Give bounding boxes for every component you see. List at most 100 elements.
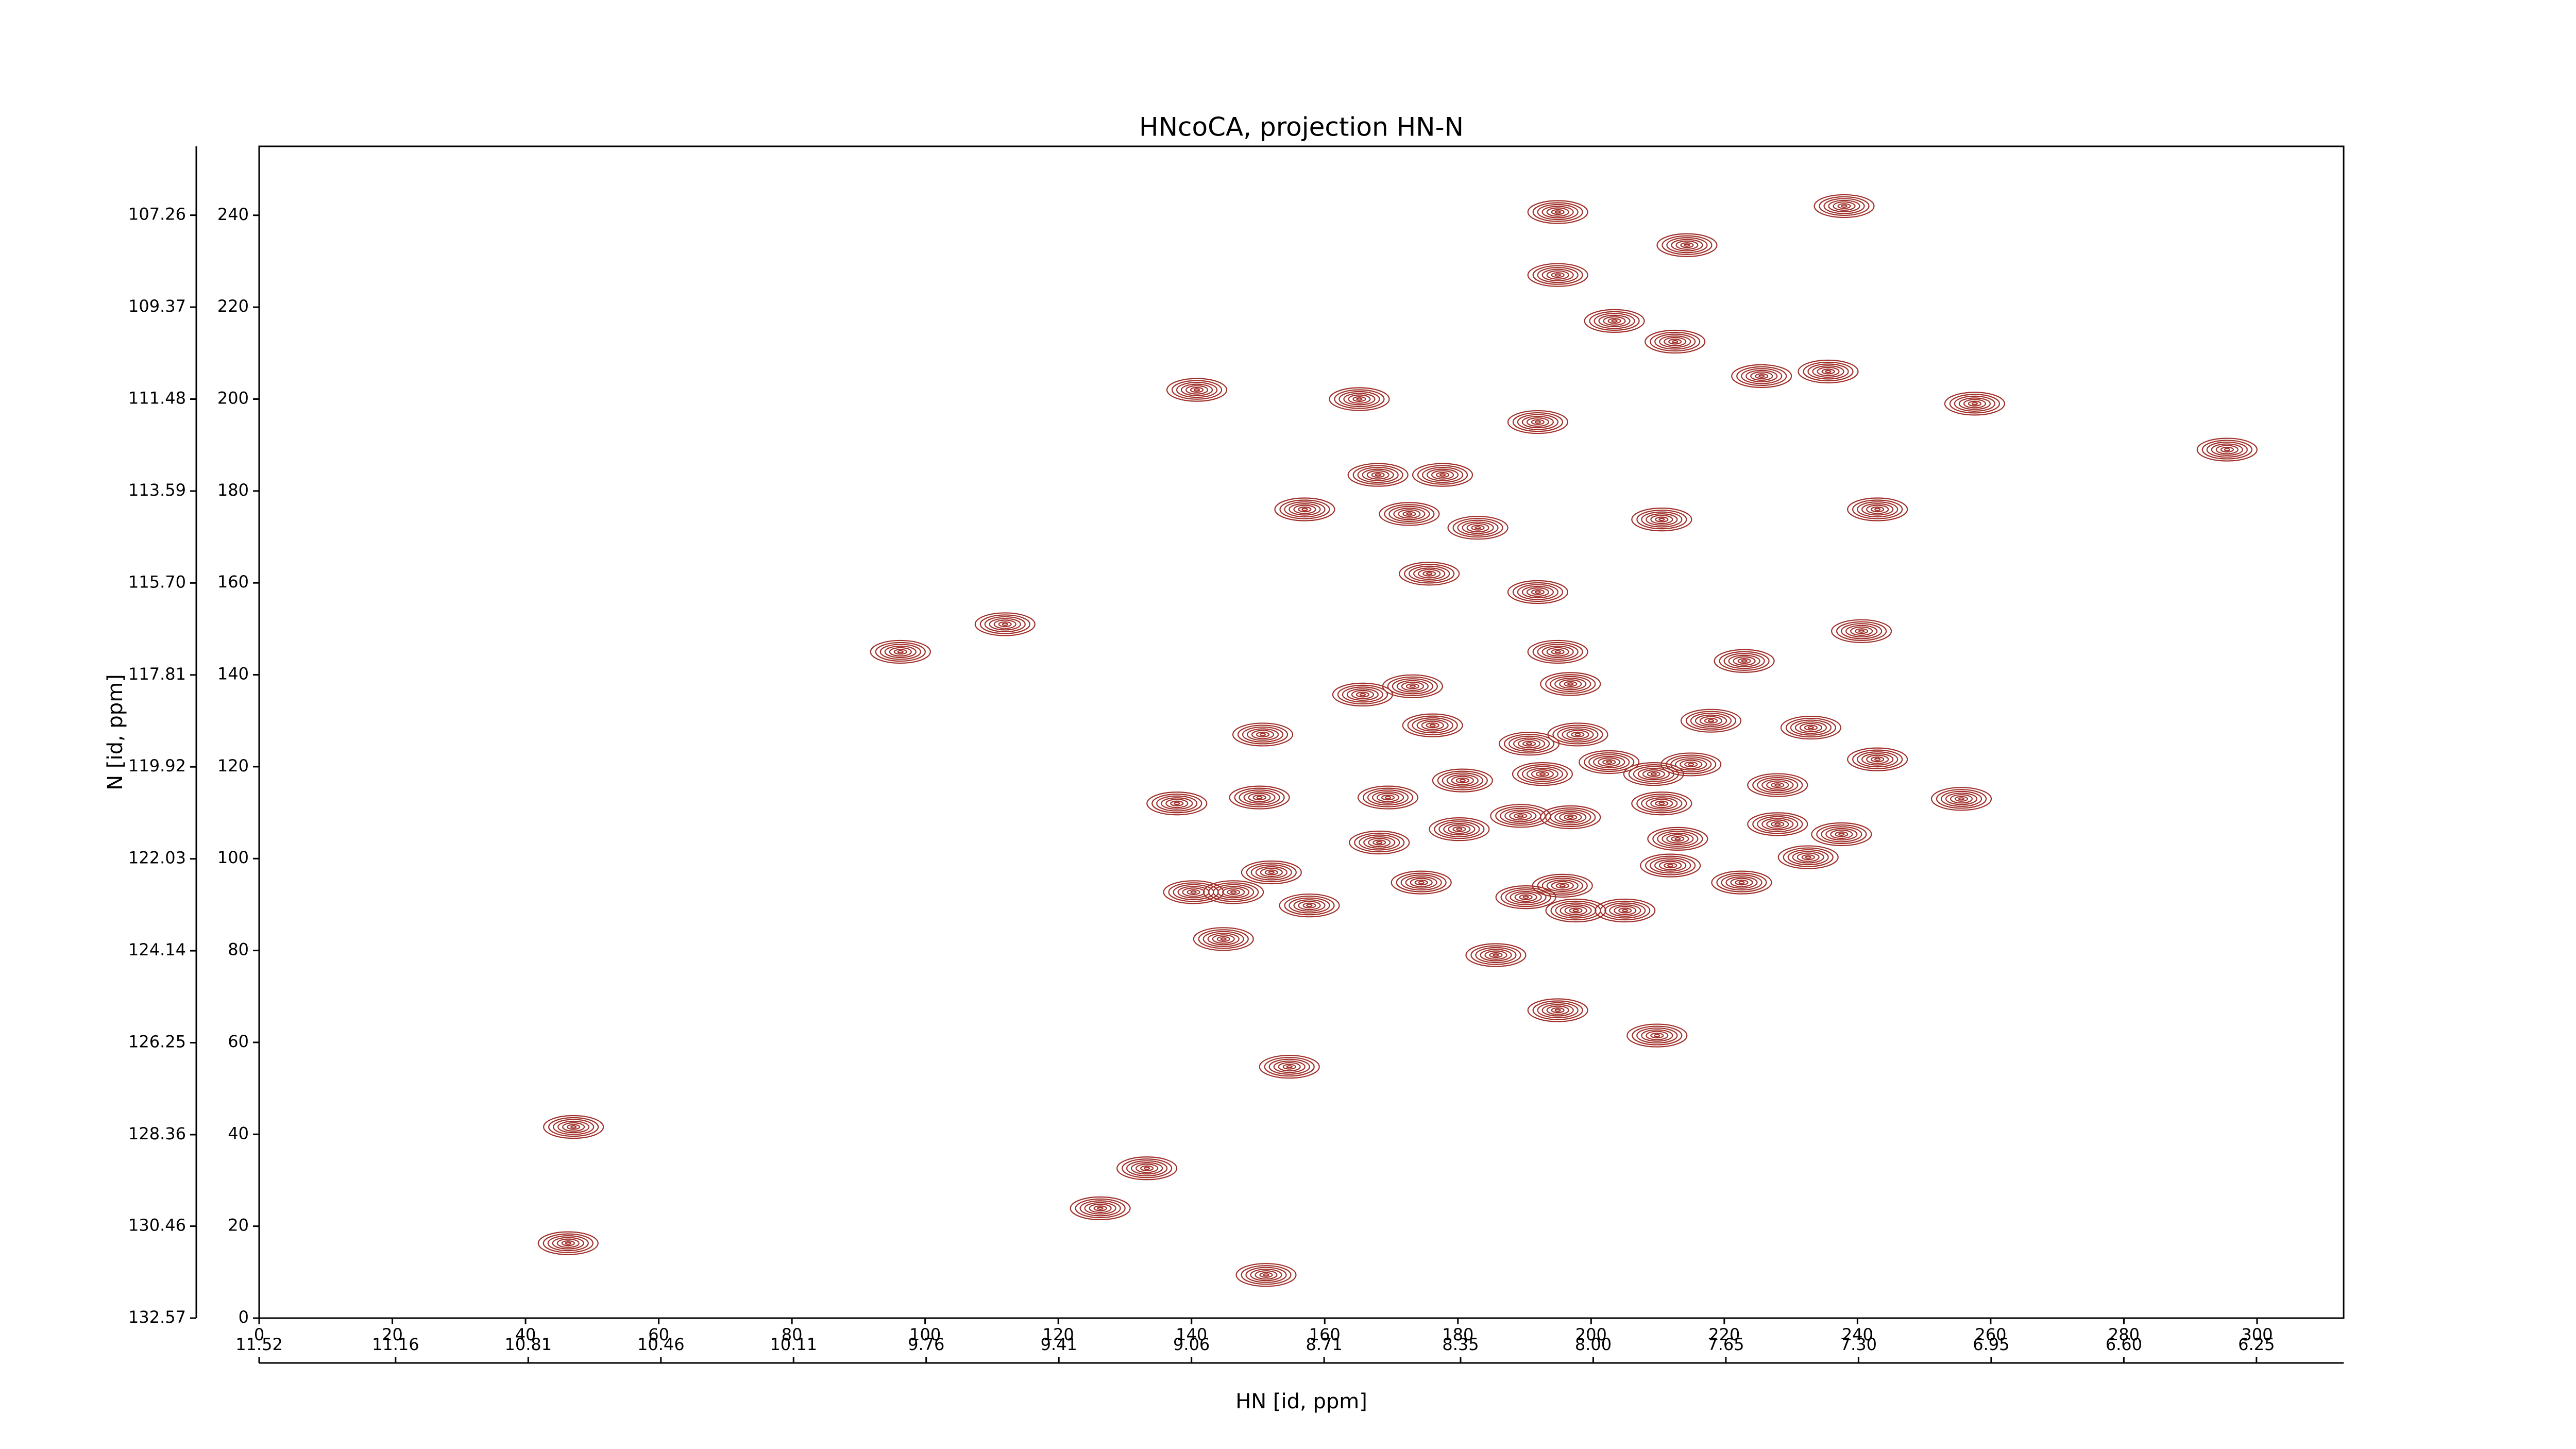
contour-level xyxy=(1804,724,1818,731)
contour-level xyxy=(1212,934,1235,944)
contour-level xyxy=(1268,1058,1310,1075)
contour-level xyxy=(1274,497,1335,521)
contour-level xyxy=(1255,866,1287,879)
contour-level xyxy=(1825,828,1858,841)
contour-level xyxy=(1716,872,1767,892)
peak xyxy=(1547,722,1608,747)
contour-level xyxy=(1571,731,1585,738)
contour-level xyxy=(1347,463,1409,487)
contour-level xyxy=(1242,726,1284,743)
contour-level xyxy=(1871,756,1885,763)
x-tick-label: 60 xyxy=(648,1325,669,1344)
contour-level xyxy=(1550,900,1601,921)
contour-level xyxy=(1232,722,1294,747)
contour-level xyxy=(1968,400,1981,407)
contour-level xyxy=(567,1124,581,1130)
contour-level xyxy=(570,1125,577,1129)
contour-level xyxy=(1562,728,1594,741)
contour-level xyxy=(1725,876,1758,889)
contour-level xyxy=(1532,1000,1583,1020)
contour-level xyxy=(1495,806,1546,826)
contour-level xyxy=(1841,204,1848,208)
contour-level xyxy=(1546,1005,1569,1015)
contour-level xyxy=(1554,1008,1561,1012)
contour-level xyxy=(1532,202,1583,222)
contour-level xyxy=(1363,836,1396,849)
contour-level xyxy=(1429,723,1436,727)
contour-level xyxy=(1526,768,1559,781)
contour-level xyxy=(1505,889,1547,905)
contour-level xyxy=(1362,787,1414,807)
contour-level xyxy=(2224,448,2230,451)
x-tick-label: 100 xyxy=(909,1325,941,1344)
contour-level xyxy=(1805,855,1811,859)
contour-level xyxy=(1850,626,1873,636)
contour-level xyxy=(1803,361,1854,382)
contour-level xyxy=(1398,509,1421,519)
contour-level xyxy=(1002,622,1008,626)
contour-level xyxy=(1675,240,1699,250)
contour-level xyxy=(1950,794,1973,804)
contour-level xyxy=(1730,878,1753,887)
contour-level xyxy=(1466,523,1489,533)
contour-level xyxy=(1855,628,1869,634)
peak xyxy=(1623,762,1684,786)
contour-level xyxy=(1437,770,1488,790)
contour-level xyxy=(1256,731,1270,738)
contour-level xyxy=(1945,793,1978,805)
peak xyxy=(1631,791,1692,816)
contour-level xyxy=(1731,364,1792,388)
x2-tick-label: 9.41 xyxy=(1041,1335,1077,1354)
contour-level xyxy=(1637,768,1670,781)
y-tick-label: 180 xyxy=(217,480,249,500)
contour-level xyxy=(1126,1160,1168,1176)
contour-level xyxy=(1407,715,1458,735)
contour-level xyxy=(543,1233,594,1253)
contour-level xyxy=(2206,441,2248,458)
contour-level xyxy=(1745,369,1778,382)
contour-level xyxy=(1614,905,1637,916)
contour-level xyxy=(1329,387,1390,411)
contour-level xyxy=(893,649,907,655)
contour-level xyxy=(1654,333,1696,350)
y2-tick-label: 117.81 xyxy=(128,664,186,684)
x-tick-label: 120 xyxy=(1043,1325,1074,1344)
contour-level xyxy=(1647,771,1660,777)
contour-level xyxy=(1279,499,1330,519)
contour-level xyxy=(1402,713,1463,737)
contour-level xyxy=(1830,829,1853,839)
contour-level xyxy=(552,1237,584,1250)
contour-level xyxy=(1721,874,1762,891)
contour-level xyxy=(1658,518,1665,521)
contour-level xyxy=(1509,811,1532,821)
peak xyxy=(1166,378,1228,402)
contour-level xyxy=(1282,1064,1296,1070)
contour-level xyxy=(1286,1065,1293,1069)
contour-level xyxy=(1600,900,1651,921)
contour-level xyxy=(1503,734,1555,754)
contour-level xyxy=(1531,419,1545,425)
contour-level xyxy=(1255,1270,1278,1280)
contour-level xyxy=(1551,1007,1565,1014)
contour-level xyxy=(1500,887,1551,907)
contour-level xyxy=(1241,860,1302,885)
x2-tick-label: 10.46 xyxy=(637,1335,685,1354)
contour-level xyxy=(1940,790,1982,807)
contour-level xyxy=(1250,864,1292,881)
contour-level xyxy=(1656,233,1718,257)
contour-level xyxy=(1447,516,1509,540)
peak xyxy=(1930,787,1992,811)
contour-level xyxy=(1559,812,1582,822)
contour-level xyxy=(1151,794,1202,814)
peak xyxy=(1146,791,1208,816)
contour-level xyxy=(2201,440,2252,460)
contour-level xyxy=(1284,501,1326,518)
contour-level xyxy=(1278,1062,1301,1072)
contour-level xyxy=(1504,810,1537,822)
y2-tick-label: 113.59 xyxy=(128,480,186,500)
contour-level xyxy=(1235,1263,1297,1287)
contour-level xyxy=(1384,796,1392,799)
contour-level xyxy=(2196,437,2258,462)
x-tick-label: 40 xyxy=(515,1325,536,1344)
x-tick-label: 200 xyxy=(1575,1325,1607,1344)
